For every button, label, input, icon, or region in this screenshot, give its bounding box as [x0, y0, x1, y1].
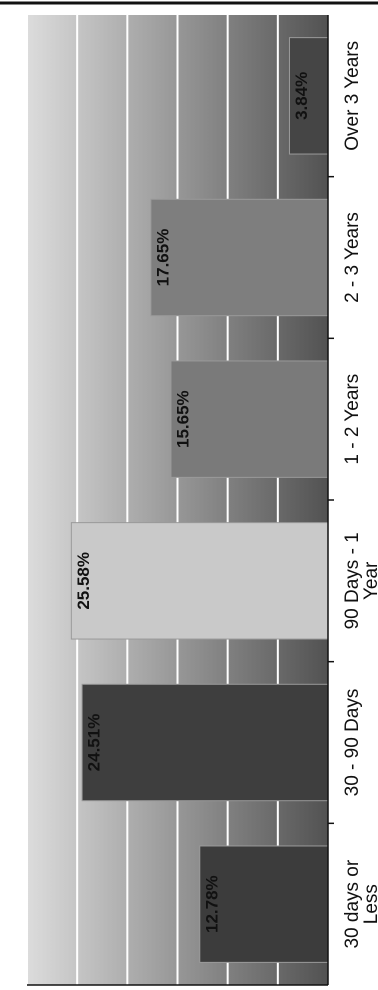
bar	[288, 37, 329, 155]
data-label: 12.78%	[202, 875, 221, 933]
data-label: 15.65%	[173, 390, 192, 448]
data-label: 17.65%	[153, 229, 172, 287]
category-label: 2 - 3 Years	[342, 212, 363, 303]
category-label: 30 - 90 Days	[342, 689, 363, 797]
bar	[81, 683, 329, 802]
gridlines	[26, 15, 279, 985]
category-label: 30 days orLess	[342, 859, 378, 948]
data-label: 24.51%	[85, 714, 104, 772]
category-label: Over 3 Years	[342, 41, 363, 151]
data-label: 3.84%	[292, 72, 311, 120]
category-label: 90 Days - 1Year	[342, 532, 378, 629]
bar	[70, 522, 329, 640]
labels: 12.78% 30 days orLess 24.51% 30 - 90 Days 25…	[74, 41, 378, 949]
bar	[150, 198, 329, 317]
data-label: 25.58%	[74, 552, 93, 610]
category-label: 1 - 2 Years	[342, 374, 363, 465]
bars	[70, 37, 329, 963]
bar	[170, 360, 329, 478]
